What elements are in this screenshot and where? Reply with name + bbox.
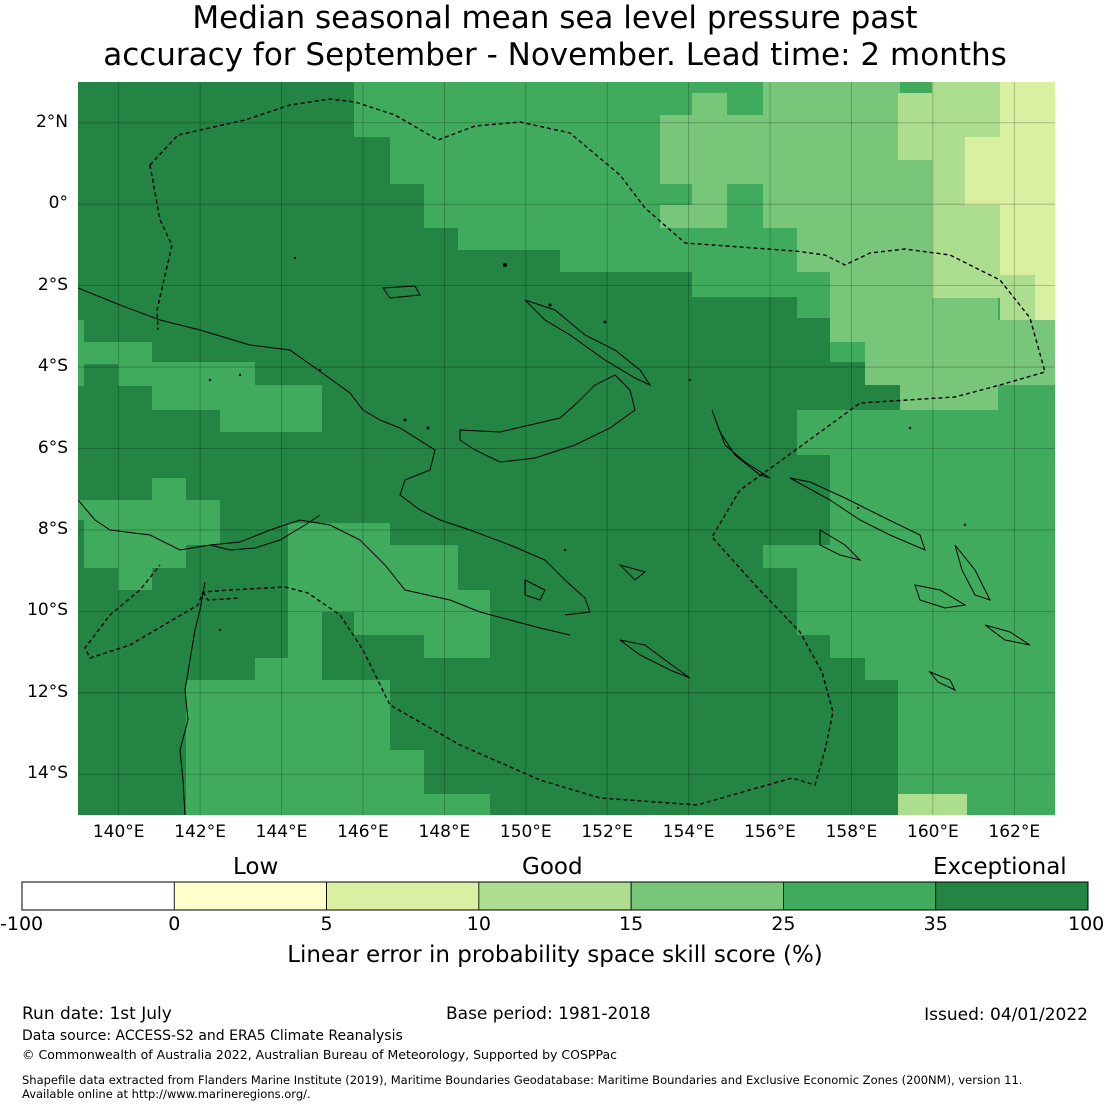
colorbar-category-good: Good — [522, 854, 583, 880]
colorbar-tick-label: -100 — [0, 913, 44, 935]
skill-region-25-35-sw — [78, 478, 220, 590]
colorbar-tick-label: 100 — [1068, 913, 1105, 935]
lat-tick-label: 8°S — [37, 518, 68, 539]
lon-tick-label: 140°E — [92, 822, 145, 842]
coastline-solomons-4 — [914, 584, 967, 609]
skill-region-15-25 — [660, 82, 1055, 410]
issued-date: Issued: 04/01/2022 — [924, 1005, 1088, 1025]
data-source: Data source: ACCESS-S2 and ERA5 Climate … — [22, 1028, 403, 1044]
base-period: Base period: 1981-2018 — [446, 1004, 651, 1024]
colorbar-tick-label: 35 — [923, 913, 948, 935]
shapefile-credit-line-2: Available online at http://www.marinereg… — [22, 1087, 311, 1101]
skill-region-25-35-east — [763, 385, 1055, 815]
skill-region-10-15 — [898, 82, 1055, 320]
colorbar-tick-label: 15 — [619, 913, 644, 935]
coastline-cape-york — [179, 581, 206, 815]
colorbar-category-exceptional: Exceptional — [933, 854, 1067, 880]
colorbar-segment — [173, 881, 327, 911]
lon-tick-label: 146°E — [337, 822, 389, 842]
coastline-fly-delta — [209, 514, 321, 551]
coastline-bougainville — [711, 409, 771, 479]
skill-region-25-35-south — [186, 523, 490, 815]
coastline-solomons-3 — [954, 544, 991, 601]
skill-region-5-10 — [965, 82, 1055, 320]
coastline-new-britain — [459, 374, 636, 463]
lat-tick-label: 6°S — [37, 437, 68, 458]
lon-tick-label: 154°E — [662, 822, 715, 842]
lat-tick-label: 4°S — [37, 356, 68, 377]
colorbar-segment — [326, 881, 480, 911]
colorbar — [21, 881, 1089, 911]
colorbar-segment — [478, 881, 632, 911]
skill-region-25-35-west — [78, 320, 322, 432]
coastline-solomons-1 — [789, 477, 926, 551]
lon-tick-label: 162°E — [988, 822, 1041, 842]
colorbar-tick-label: 5 — [320, 913, 333, 935]
lat-tick-label: 12°S — [27, 681, 68, 702]
colorbar-segment — [630, 881, 784, 911]
eez-boundary-torres — [202, 591, 241, 601]
lat-tick-label: 0° — [48, 193, 68, 214]
lon-tick-label: 158°E — [825, 822, 878, 842]
lat-tick-label: 10°S — [27, 600, 68, 621]
coastline-solomons-2 — [819, 529, 862, 561]
coastline-new-guinea-south — [78, 499, 571, 636]
coastline-louisiade — [619, 639, 691, 679]
lon-tick-label: 156°E — [744, 822, 796, 842]
map-title: Median seasonal mean sea level pressure … — [0, 0, 1110, 74]
title-line-1: Median seasonal mean sea level pressure … — [192, 0, 918, 36]
colorbar-tick-label: 0 — [168, 913, 181, 935]
run-date: Run date: 1st July — [22, 1004, 172, 1024]
lon-tick-label: 144°E — [255, 822, 308, 842]
coastline-trobriand — [524, 564, 647, 601]
coastline-new-guinea-north — [78, 287, 591, 616]
skill-region-25-35-cape — [186, 680, 220, 794]
lon-tick-label: 160°E — [907, 822, 959, 842]
colorbar-segment — [21, 881, 175, 911]
coastline-islands-east — [984, 624, 1031, 646]
coastline-islands-se — [928, 670, 957, 692]
coastline-manus — [382, 285, 421, 299]
colorbar-tick-label: 10 — [466, 913, 491, 935]
colorbar-tick-label: 25 — [771, 913, 796, 935]
copyright: © Commonwealth of Australia 2022, Austra… — [22, 1047, 617, 1062]
lat-tick-label: 2°N — [35, 111, 68, 132]
skill-region-10-15-south — [898, 794, 967, 815]
lon-tick-label: 150°E — [499, 822, 552, 842]
colorbar-category-low: Low — [233, 854, 279, 880]
shapefile-credit-line-1: Shapefile data extracted from Flanders M… — [22, 1073, 1023, 1087]
colorbar-segment — [935, 881, 1089, 911]
colorbar-segment — [783, 881, 937, 911]
lat-tick-label: 2°S — [37, 274, 68, 295]
colorbar-label: Linear error in probability space skill … — [287, 942, 823, 968]
eez-boundary-west — [149, 164, 173, 331]
coastline-new-ireland — [524, 299, 652, 387]
lon-tick-label: 152°E — [581, 822, 634, 842]
colorbar-outline — [21, 881, 1089, 911]
title-line-2: accuracy for September - November. Lead … — [103, 37, 1007, 73]
lon-tick-label: 142°E — [174, 822, 226, 842]
lon-tick-label: 148°E — [418, 822, 471, 842]
lat-tick-label: 14°S — [27, 763, 68, 784]
